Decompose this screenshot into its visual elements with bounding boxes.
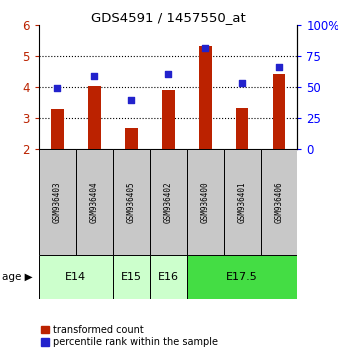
- Text: GSM936403: GSM936403: [53, 181, 62, 223]
- Bar: [272, 74, 285, 149]
- Bar: [113, 255, 150, 299]
- Bar: [76, 149, 113, 255]
- Text: E15: E15: [121, 272, 142, 282]
- Bar: [51, 109, 64, 149]
- Text: GSM936406: GSM936406: [274, 181, 284, 223]
- Bar: [150, 149, 187, 255]
- Bar: [125, 127, 138, 149]
- Point: [276, 64, 282, 69]
- Text: GSM936405: GSM936405: [127, 181, 136, 223]
- Text: E14: E14: [65, 272, 87, 282]
- Legend: transformed count, percentile rank within the sample: transformed count, percentile rank withi…: [39, 323, 220, 349]
- Bar: [88, 86, 101, 149]
- Point: [92, 73, 97, 79]
- Point: [55, 85, 60, 91]
- Point: [202, 45, 208, 51]
- Text: E17.5: E17.5: [226, 272, 258, 282]
- Text: GSM936402: GSM936402: [164, 181, 173, 223]
- Point: [128, 97, 134, 103]
- Title: GDS4591 / 1457550_at: GDS4591 / 1457550_at: [91, 11, 245, 24]
- Bar: [113, 149, 150, 255]
- Bar: [223, 149, 261, 255]
- Bar: [39, 255, 113, 299]
- Text: GSM936401: GSM936401: [238, 181, 246, 223]
- Bar: [261, 149, 297, 255]
- Bar: [199, 46, 212, 149]
- Text: age ▶: age ▶: [2, 272, 32, 282]
- Text: GSM936400: GSM936400: [200, 181, 210, 223]
- Point: [166, 71, 171, 76]
- Bar: [236, 108, 248, 149]
- Bar: [150, 255, 187, 299]
- Text: E16: E16: [158, 272, 179, 282]
- Bar: [39, 149, 76, 255]
- Bar: [187, 149, 223, 255]
- Text: GSM936404: GSM936404: [90, 181, 99, 223]
- Point: [239, 80, 245, 86]
- Bar: [162, 90, 175, 149]
- Bar: [187, 255, 297, 299]
